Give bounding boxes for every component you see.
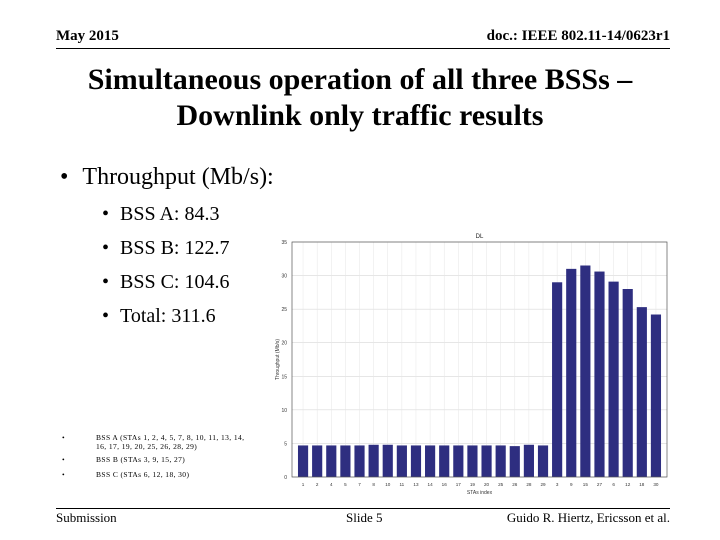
x-tick-label: 16 (442, 482, 448, 487)
main-bullet: • Throughput (Mb/s): (60, 164, 274, 191)
x-tick-label: 6 (612, 482, 615, 487)
header-doc-id: doc.: IEEE 802.11-14/0623r1 (486, 28, 670, 44)
bar (439, 445, 450, 477)
x-tick-label: 1 (302, 482, 305, 487)
header-date: May 2015 (56, 28, 119, 44)
title-line-1: Simultaneous operation of all three BSSs… (87, 63, 633, 96)
header-rule (56, 48, 670, 49)
y-tick-label: 20 (281, 341, 287, 347)
bar (297, 445, 309, 477)
bar (481, 445, 492, 477)
small-bullet: • BSS A (STAs 1, 2, 4, 5, 7, 8, 10, 11, 1… (62, 433, 256, 451)
bullet-glyph: • (60, 164, 69, 190)
x-tick-label: 5 (344, 482, 347, 487)
bar (382, 444, 393, 477)
bar (509, 446, 520, 477)
bar (354, 445, 365, 477)
x-tick-label: 29 (540, 482, 546, 487)
chart-title: DL (476, 234, 484, 240)
x-tick-label: 4 (330, 482, 333, 487)
bar (340, 445, 351, 477)
bar (566, 268, 577, 477)
bullet-glyph: • (102, 305, 110, 327)
y-tick-label: 10 (281, 408, 287, 414)
bullet-glyph: • (62, 455, 66, 464)
title-line-2: Downlink only traffic results (176, 99, 544, 132)
footer-slide-number: Slide 5 (346, 510, 383, 525)
bar (552, 282, 563, 477)
y-tick-label: 5 (284, 441, 287, 447)
bar (453, 445, 464, 477)
footer-rule (56, 508, 670, 509)
bar (580, 265, 591, 477)
x-tick-label: 18 (639, 482, 645, 487)
main-bullet-text: Throughput (Mb/s): (82, 164, 274, 190)
small-bullet: • BSS C (STAs 6, 12, 18, 30) (62, 470, 256, 479)
small-bullet: • BSS B (STAs 3, 9, 15, 27) (62, 455, 256, 464)
bar (622, 289, 633, 477)
sub-bullet-text: BSS B: 122.7 (120, 237, 230, 259)
footer-submission: Submission (56, 510, 117, 525)
y-tick-label: 25 (281, 307, 287, 313)
plot-frame (291, 241, 668, 478)
bar (608, 281, 619, 477)
sub-bullet: • Total: 311.6 (102, 305, 216, 328)
x-tick-label: 19 (470, 482, 476, 487)
footer-author: Guido R. Hiertz, Ericsson et al. (506, 510, 670, 525)
y-tick-label: 35 (281, 240, 287, 246)
bar (312, 445, 323, 477)
x-tick-label: 28 (526, 482, 532, 487)
sub-bullet-text: Total: 311.6 (120, 305, 216, 327)
x-tick-label: 25 (498, 482, 504, 487)
y-tick-label: 0 (284, 475, 287, 481)
x-axis-label: STAs index (467, 490, 493, 496)
bar (425, 445, 436, 477)
bar (594, 271, 605, 477)
sub-bullet: • BSS C: 104.6 (102, 271, 229, 294)
x-tick-label: 2 (316, 482, 319, 487)
x-tick-label: 12 (625, 482, 631, 487)
bar (636, 307, 647, 477)
x-tick-label: 14 (428, 482, 434, 487)
x-tick-label: 11 (399, 482, 404, 487)
x-tick-label: 15 (583, 482, 589, 487)
small-bullet-text: BSS C (STAs 6, 12, 18, 30) (96, 470, 190, 479)
y-tick-label: 15 (281, 374, 287, 380)
x-tick-label: 27 (597, 482, 603, 487)
x-tick-label: 7 (358, 482, 361, 487)
sub-bullet-text: BSS A: 84.3 (120, 203, 220, 225)
x-tick-label: 20 (484, 482, 490, 487)
x-tick-label: 8 (372, 482, 375, 487)
bar (495, 445, 506, 477)
bar (368, 444, 379, 477)
small-bullet-text: BSS A (STAs 1, 2, 4, 5, 7, 8, 10, 11, 13… (96, 433, 245, 451)
bar (523, 444, 534, 477)
y-axis-label: Throughput (Mb/s) (275, 339, 281, 380)
bar (326, 445, 337, 477)
slide-title: Simultaneous operation of all three BSSs… (0, 62, 720, 134)
x-tick-label: 17 (456, 482, 462, 487)
x-tick-label: 3 (556, 482, 559, 487)
bar (537, 445, 549, 477)
x-tick-label: 30 (653, 482, 659, 487)
bar (396, 445, 407, 477)
bar (467, 445, 478, 477)
bar (410, 445, 422, 477)
sub-bullet-text: BSS C: 104.6 (120, 271, 230, 293)
x-tick-label: 13 (413, 482, 419, 487)
x-tick-label: 26 (512, 482, 518, 487)
bullet-glyph: • (62, 470, 66, 479)
x-tick-label: 10 (385, 482, 391, 487)
x-tick-label: 9 (570, 482, 573, 487)
sub-bullet: • BSS A: 84.3 (102, 203, 219, 226)
bullet-glyph: • (62, 433, 66, 442)
bullet-glyph: • (102, 237, 110, 259)
small-bullet-text: BSS B (STAs 3, 9, 15, 27) (96, 455, 186, 464)
bar (650, 314, 662, 477)
bullet-glyph: • (102, 271, 110, 293)
y-tick-label: 30 (281, 274, 287, 280)
sub-bullet: • BSS B: 122.7 (102, 237, 229, 260)
bullet-glyph: • (102, 203, 110, 225)
